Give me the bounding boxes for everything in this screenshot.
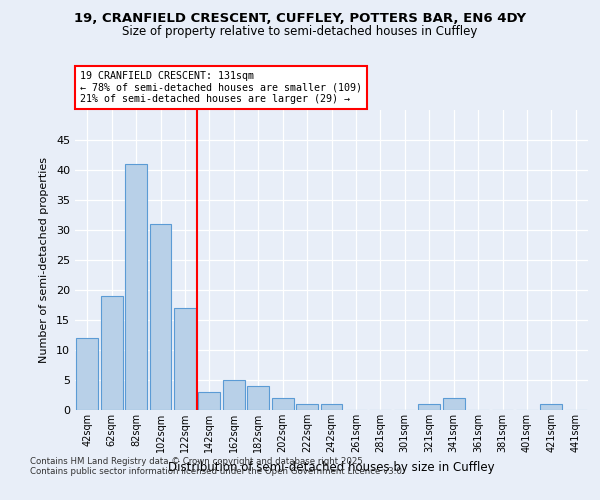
Bar: [541, 404, 562, 410]
Text: 19, CRANFIELD CRESCENT, CUFFLEY, POTTERS BAR, EN6 4DY: 19, CRANFIELD CRESCENT, CUFFLEY, POTTERS…: [74, 12, 526, 26]
Text: Contains HM Land Registry data © Crown copyright and database right 2025.: Contains HM Land Registry data © Crown c…: [30, 458, 365, 466]
Bar: [223, 380, 245, 410]
Text: Size of property relative to semi-detached houses in Cuffley: Size of property relative to semi-detach…: [122, 25, 478, 38]
Bar: [443, 398, 464, 410]
Bar: [272, 398, 293, 410]
Bar: [125, 164, 147, 410]
Bar: [418, 404, 440, 410]
Y-axis label: Number of semi-detached properties: Number of semi-detached properties: [39, 157, 49, 363]
Bar: [149, 224, 172, 410]
Text: 19 CRANFIELD CRESCENT: 131sqm
← 78% of semi-detached houses are smaller (109)
21: 19 CRANFIELD CRESCENT: 131sqm ← 78% of s…: [80, 71, 362, 104]
X-axis label: Distribution of semi-detached houses by size in Cuffley: Distribution of semi-detached houses by …: [168, 460, 495, 473]
Bar: [101, 296, 122, 410]
Bar: [76, 338, 98, 410]
Bar: [174, 308, 196, 410]
Bar: [247, 386, 269, 410]
Text: Contains public sector information licensed under the Open Government Licence v3: Contains public sector information licen…: [30, 468, 404, 476]
Bar: [296, 404, 318, 410]
Bar: [199, 392, 220, 410]
Bar: [320, 404, 343, 410]
